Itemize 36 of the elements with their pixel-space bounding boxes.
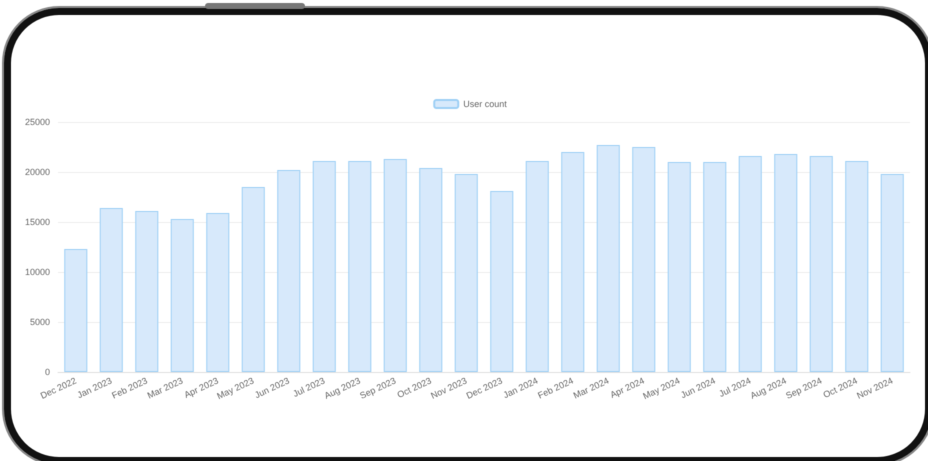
bar — [738, 156, 762, 372]
legend-label: User count — [463, 99, 508, 109]
y-tick-label: 0 — [45, 367, 50, 377]
bar — [170, 219, 194, 372]
bar — [135, 211, 158, 372]
bar — [703, 162, 726, 372]
bar — [596, 145, 620, 372]
bar — [348, 161, 372, 372]
bar — [526, 161, 549, 372]
bar — [384, 159, 407, 372]
bar — [668, 162, 691, 372]
bar — [454, 174, 478, 372]
bar — [206, 213, 230, 372]
bar — [845, 161, 868, 372]
bar — [490, 191, 514, 372]
y-tick-label: 25000 — [24, 117, 50, 127]
y-tick-label: 10000 — [24, 267, 50, 277]
x-tick-label: Jul 2023 — [291, 375, 326, 399]
x-tick-label: Jun 2024 — [679, 375, 717, 400]
bar — [810, 156, 833, 372]
x-tick-label: Jul 2024 — [717, 375, 752, 399]
bar — [277, 170, 300, 372]
bar — [100, 208, 123, 372]
bar — [419, 168, 442, 372]
bar — [880, 174, 904, 372]
x-tick-label: Dec 2022 — [38, 375, 78, 401]
y-tick-label: 5000 — [30, 317, 50, 327]
x-tick-label: Jun 2023 — [253, 375, 291, 400]
y-tick-label: 20000 — [24, 167, 50, 177]
bar — [64, 249, 88, 372]
bar — [774, 154, 798, 372]
bar — [561, 152, 584, 372]
bar — [632, 147, 656, 372]
bar — [242, 187, 265, 372]
bar — [312, 161, 336, 372]
y-tick-label: 15000 — [24, 217, 50, 227]
